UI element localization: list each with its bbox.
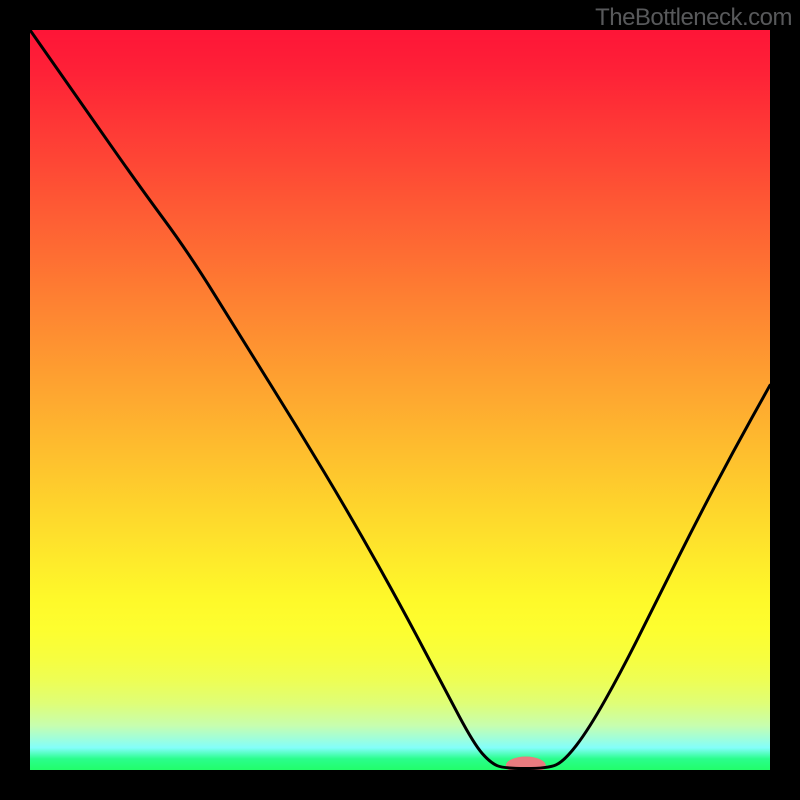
bottleneck-curve xyxy=(30,30,770,769)
chart-frame: TheBottleneck.com xyxy=(0,0,800,800)
chart-svg xyxy=(30,30,770,770)
watermark-text: TheBottleneck.com xyxy=(595,4,792,32)
plot-area xyxy=(30,30,770,770)
